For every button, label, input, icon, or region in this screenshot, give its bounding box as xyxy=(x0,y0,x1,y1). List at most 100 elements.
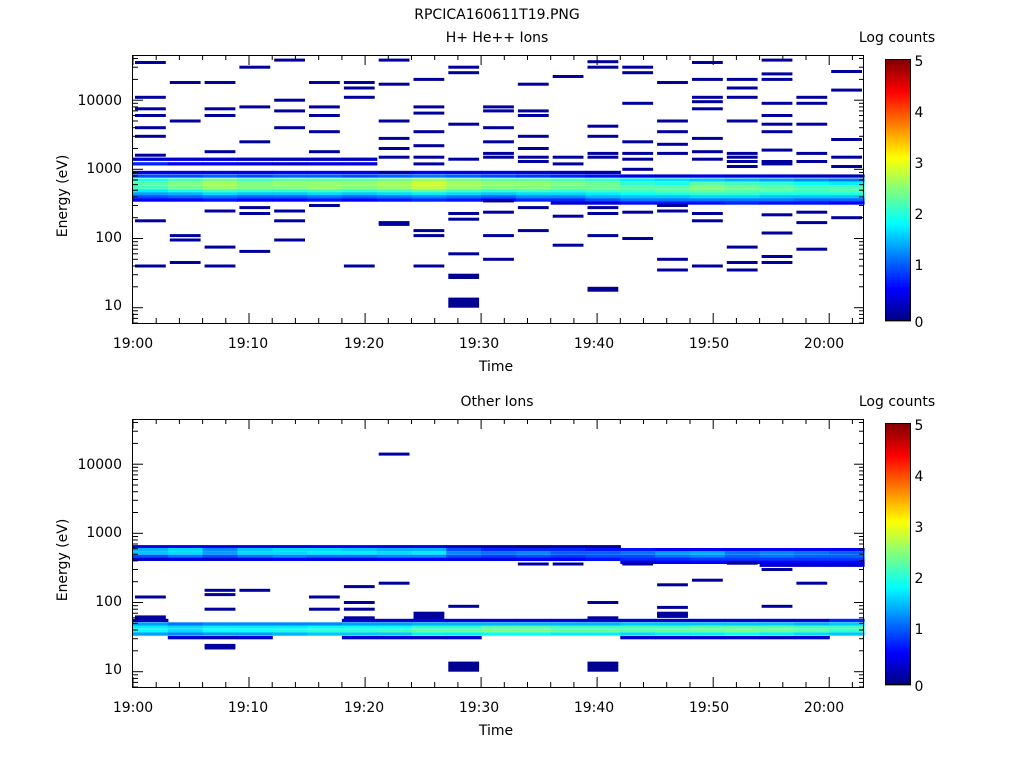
heatmap-cell xyxy=(794,563,830,567)
heatmap-cell xyxy=(622,140,654,144)
heatmap-cell xyxy=(446,182,482,186)
heatmap-cell xyxy=(724,548,761,552)
heatmap-cell xyxy=(481,185,517,189)
heatmap-cell xyxy=(204,81,236,84)
heatmap-cell xyxy=(481,618,517,623)
heatmap-cell xyxy=(133,178,169,182)
colorbar-segment xyxy=(885,152,911,156)
colorbar-segment xyxy=(885,163,911,167)
heatmap-cell xyxy=(831,165,862,168)
colorbar-segment xyxy=(885,436,911,439)
colorbar-segment xyxy=(885,484,911,487)
heatmap-cell xyxy=(237,198,273,202)
heatmap-cell xyxy=(376,632,413,636)
heatmap-cell xyxy=(378,221,410,225)
heatmap-cell xyxy=(446,618,482,623)
heatmap-cell xyxy=(204,209,236,213)
heatmap-cell xyxy=(585,632,621,636)
heatmap-cell xyxy=(413,155,445,159)
heatmap-cell xyxy=(481,548,517,552)
heatmap-cell xyxy=(237,162,273,166)
heatmap-cell xyxy=(446,170,482,175)
heatmap-cell xyxy=(167,545,204,549)
heatmap-cell xyxy=(411,625,447,629)
colorbar-segment xyxy=(885,251,911,254)
heatmap-cell xyxy=(448,217,480,221)
heatmap-cell xyxy=(481,174,517,178)
heatmap-cell xyxy=(550,625,587,629)
heatmap-cell xyxy=(620,554,656,558)
heatmap-cell xyxy=(411,178,447,182)
colorbar-segment xyxy=(885,235,911,239)
colorbar-segment xyxy=(885,59,911,62)
heatmap-cell xyxy=(202,174,238,178)
heatmap-cell xyxy=(309,204,340,207)
heatmap-cell xyxy=(202,185,238,189)
heatmap-cell xyxy=(587,212,619,215)
heatmap-cell xyxy=(550,548,587,552)
heatmap-cell xyxy=(167,170,204,175)
heatmap-cell xyxy=(413,616,445,620)
heatmap-cell xyxy=(135,615,166,619)
colorbar-segment xyxy=(885,131,911,134)
heatmap-cell xyxy=(829,178,865,182)
colorbar-segment xyxy=(885,165,911,169)
heatmap-cell xyxy=(274,109,305,113)
colorbar-segment xyxy=(885,231,911,235)
heatmap-cell xyxy=(831,155,862,159)
colorbar-segment xyxy=(885,139,911,143)
heatmap-cell xyxy=(237,195,273,199)
heatmap-cell xyxy=(133,622,169,626)
heatmap-cell xyxy=(204,114,236,117)
heatmap-cell xyxy=(411,182,447,186)
heatmap-cell xyxy=(761,130,793,134)
heatmap-cell xyxy=(759,625,795,629)
heatmap-cell xyxy=(657,583,688,587)
heatmap-cell xyxy=(552,562,584,566)
colorbar-segment xyxy=(885,560,911,564)
heatmap-cell xyxy=(761,231,793,235)
heatmap-cell xyxy=(796,210,828,214)
heatmap-cell xyxy=(620,174,656,178)
colorbar-tick-label: 1 xyxy=(915,258,924,274)
colorbar-segment xyxy=(885,314,911,318)
colorbar-segment xyxy=(885,641,911,644)
heatmap-cell xyxy=(585,554,621,558)
heatmap-cell xyxy=(483,210,514,214)
heatmap-cell xyxy=(483,126,514,130)
heatmap-cell xyxy=(831,138,862,141)
heatmap-cell xyxy=(690,636,726,640)
colorbar-segment xyxy=(885,253,911,256)
heatmap-cell xyxy=(202,198,238,202)
heatmap-cell xyxy=(448,157,480,161)
heatmap-cell xyxy=(622,167,654,171)
colorbar-segment xyxy=(885,78,911,82)
colorbar-tick-label: 1 xyxy=(915,622,924,638)
heatmap-cell xyxy=(515,625,552,629)
heatmap-cell xyxy=(167,622,204,626)
heatmap-cell xyxy=(655,632,691,636)
colorbar-segment xyxy=(885,586,911,590)
heatmap-cell xyxy=(169,81,201,84)
heatmap-cell xyxy=(307,548,343,552)
colorbar-segment xyxy=(885,109,911,112)
heatmap-cell xyxy=(515,195,552,199)
heatmap-cell xyxy=(274,98,305,102)
heatmap-cell xyxy=(413,77,445,81)
colorbar-segment xyxy=(885,224,911,228)
colorbar-segment xyxy=(885,155,911,158)
heatmap-cell xyxy=(411,554,447,558)
x-tick-label: 19:30 xyxy=(459,700,499,716)
x-tick-label: 19:20 xyxy=(344,336,384,352)
heatmap-cell xyxy=(585,625,621,629)
heatmap-cell xyxy=(724,622,761,626)
colorbar-segment xyxy=(885,216,911,219)
colorbar-segment xyxy=(885,98,911,101)
heatmap-cell xyxy=(378,452,410,456)
heatmap-cell xyxy=(724,178,761,182)
heatmap-cell xyxy=(515,551,552,555)
heatmap-cell xyxy=(204,150,236,154)
heatmap-cell xyxy=(655,625,691,629)
y-tick-label: 10 xyxy=(104,662,122,678)
colorbar-segment xyxy=(885,488,911,492)
